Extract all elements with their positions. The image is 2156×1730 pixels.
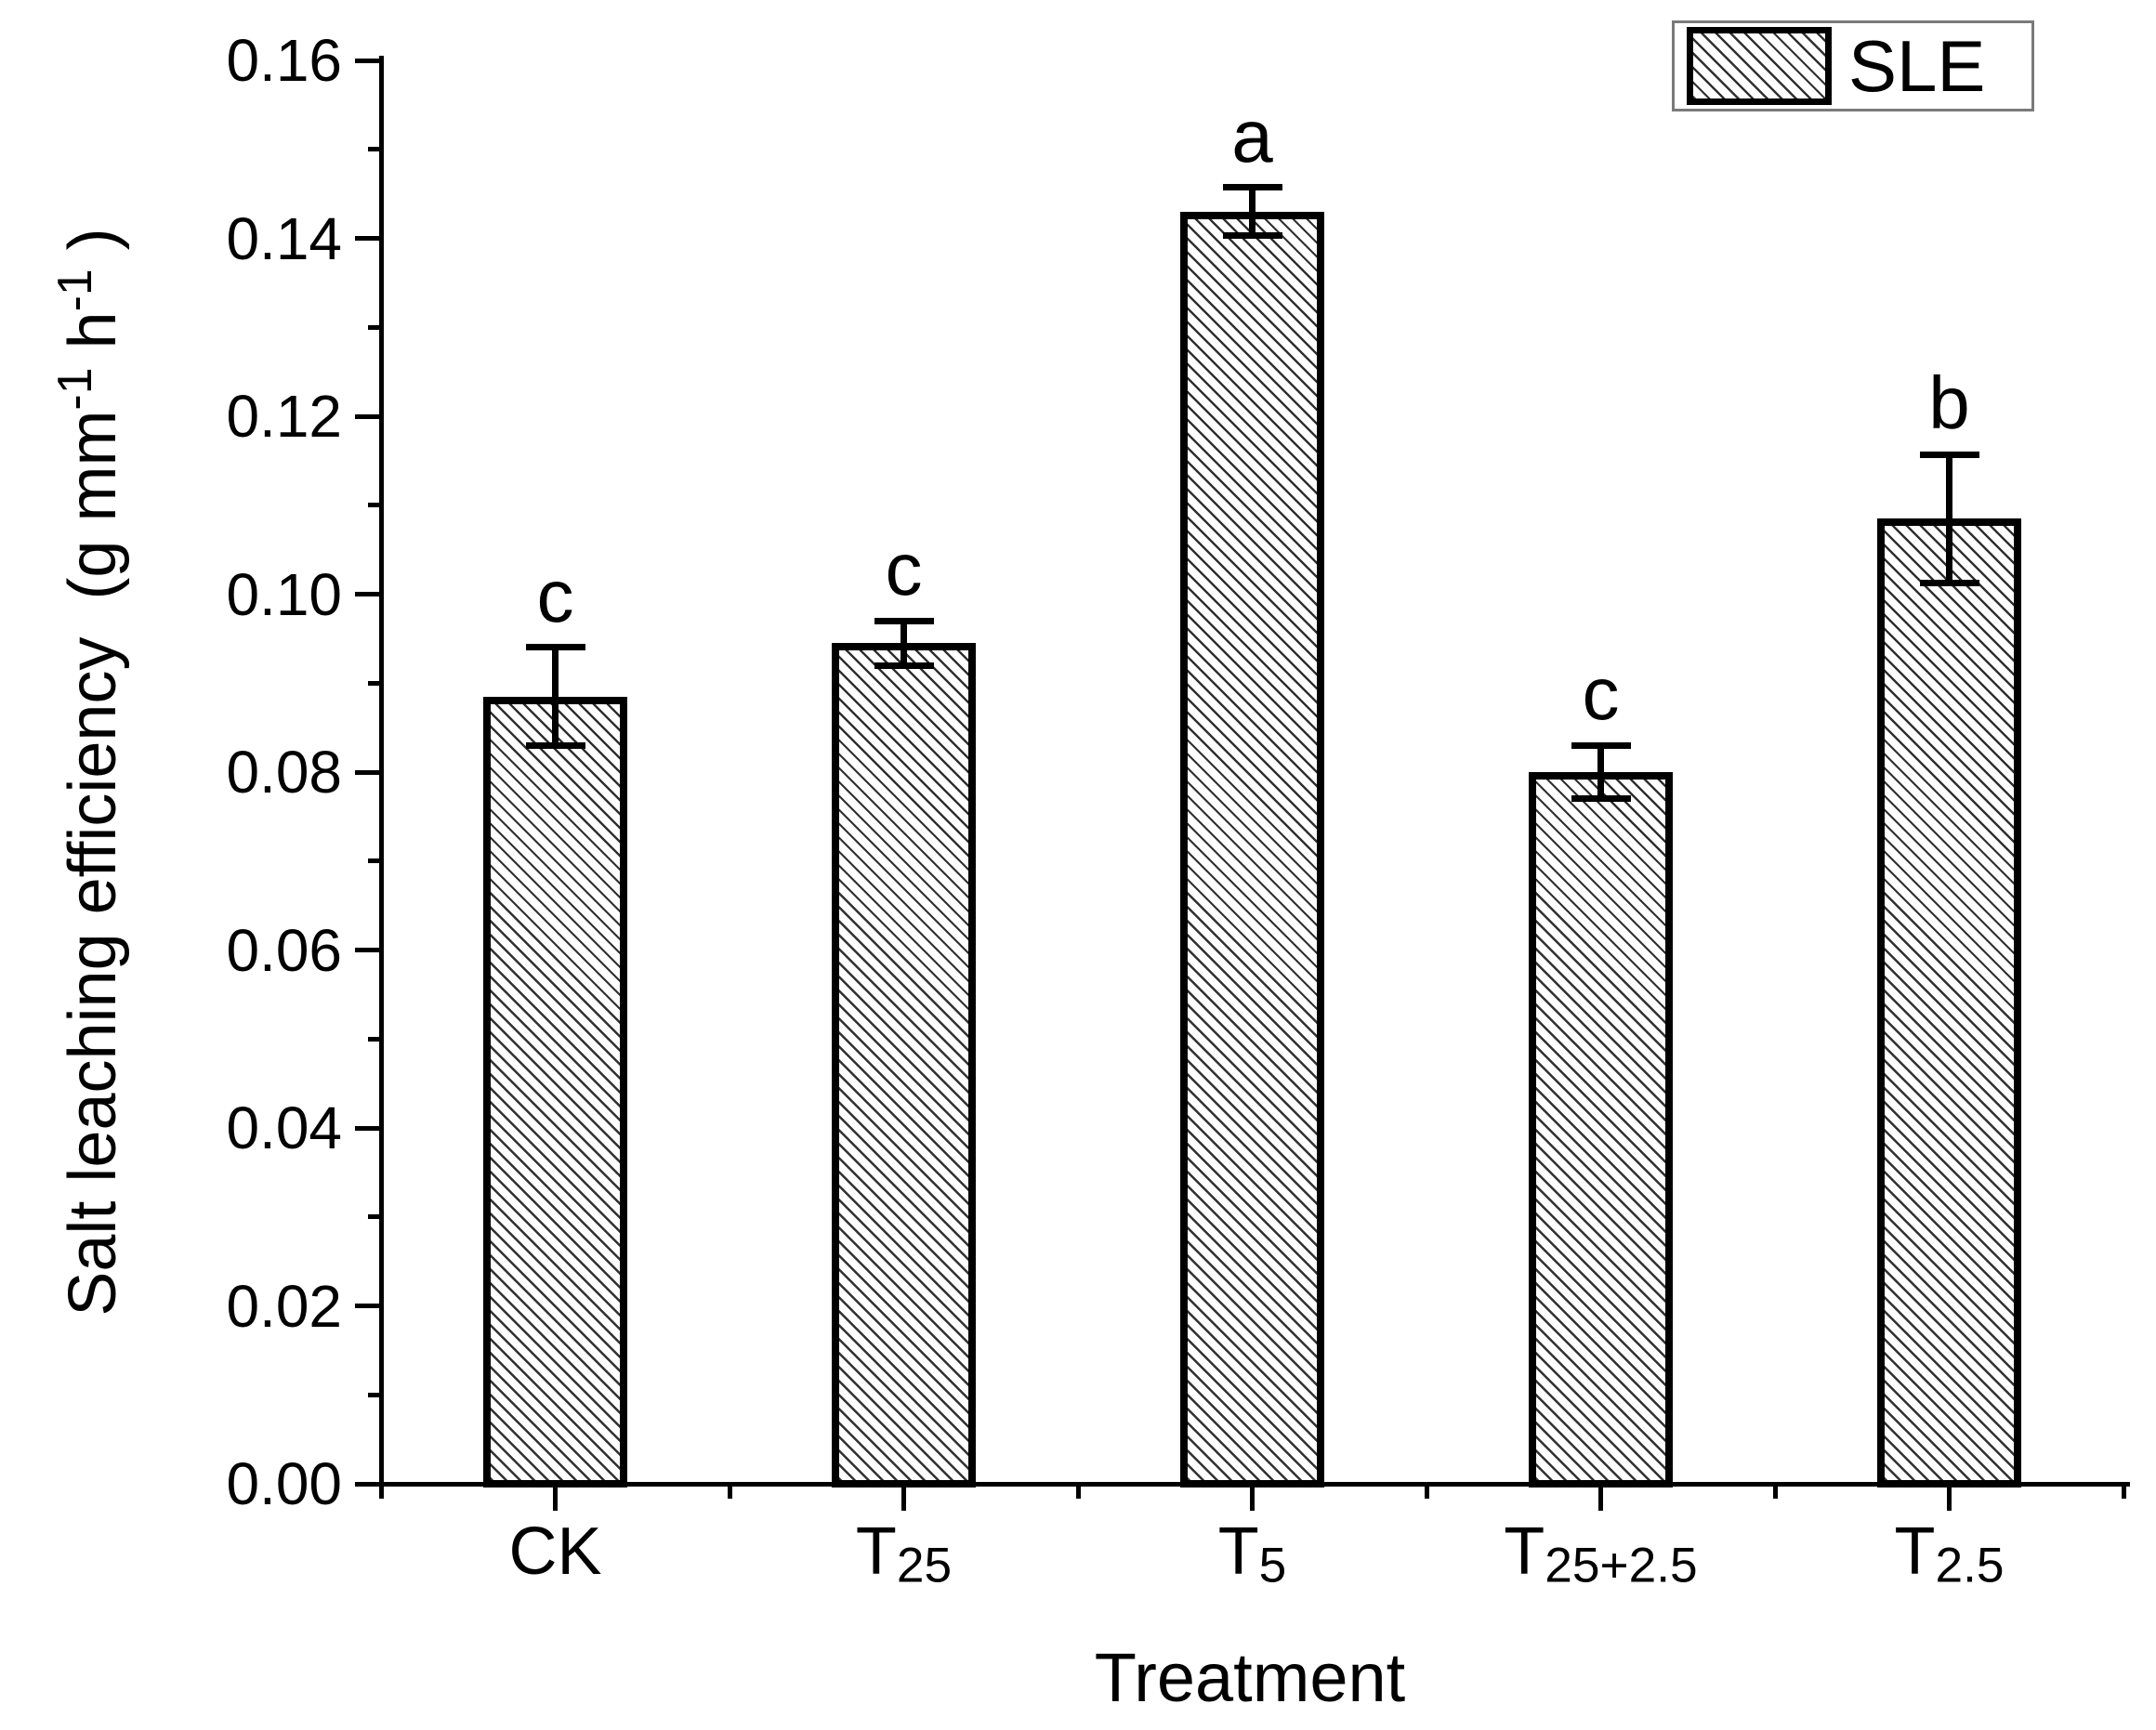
y-major-tick: [355, 1304, 381, 1308]
sig-letter-T5: a: [1231, 94, 1273, 177]
x-tick-label-CK: CK: [508, 1514, 602, 1589]
x-tick-label-T25+2.5: T25+2.5: [1504, 1514, 1698, 1593]
y-tick-label: 0.12: [226, 383, 342, 450]
error-bar-CK: [552, 647, 559, 746]
x-tick-label-T25: T25: [855, 1514, 953, 1593]
bar-CK: [483, 696, 627, 1488]
x-minor-tick: [1075, 1487, 1081, 1499]
error-bar-T25+2.5: [1597, 745, 1604, 799]
error-bar-T25: [901, 621, 907, 666]
legend-label: SLE: [1848, 25, 1986, 107]
y-tick-label: 0.00: [226, 1450, 342, 1517]
y-minor-tick: [368, 680, 381, 686]
sig-letter-T25: c: [885, 528, 923, 611]
x-major-tick: [901, 1487, 906, 1511]
y-axis-line: [379, 56, 384, 1487]
x-major-tick: [1598, 1487, 1603, 1511]
y-tick-label: 0.10: [226, 560, 342, 628]
y-minor-tick: [368, 324, 381, 330]
bar-T25+2.5: [1529, 772, 1673, 1488]
error-cap-lower-T2.5: [1919, 579, 1979, 586]
bar-T2.5: [1877, 518, 2021, 1488]
x-minor-tick: [727, 1487, 732, 1499]
y-tick-label: 0.16: [226, 27, 342, 94]
x-major-tick: [1947, 1487, 1952, 1511]
y-tick-label: 0.14: [226, 204, 342, 272]
y-tick-label: 0.06: [226, 916, 342, 984]
y-major-tick: [355, 58, 381, 63]
x-minor-tick: [2121, 1487, 2126, 1499]
y-minor-tick: [368, 1036, 381, 1042]
y-minor-tick: [368, 147, 381, 152]
y-minor-tick: [368, 1214, 381, 1220]
y-minor-tick: [368, 1392, 381, 1397]
y-minor-tick: [368, 503, 381, 508]
y-axis-title: Salt leaching efficiency (g mm-1 h-1 ): [47, 228, 130, 1317]
y-major-tick: [355, 948, 381, 952]
error-cap-upper-T25: [874, 617, 934, 624]
x-major-tick: [553, 1487, 558, 1511]
error-cap-upper-T25+2.5: [1571, 741, 1631, 749]
y-major-tick: [355, 769, 381, 775]
error-cap-lower-T25: [874, 662, 934, 669]
y-tick-label: 0.02: [226, 1272, 342, 1340]
x-minor-tick: [378, 1487, 384, 1499]
bar-T25: [832, 643, 976, 1488]
y-minor-tick: [368, 858, 381, 864]
y-major-tick: [355, 236, 381, 241]
error-cap-lower-T5: [1222, 232, 1282, 240]
error-cap-upper-T5: [1222, 184, 1282, 191]
x-tick-label-T2.5: T2.5: [1894, 1514, 2005, 1593]
y-major-tick: [355, 592, 381, 596]
legend-hatch-swatch: [1687, 27, 1832, 105]
sig-letter-CK: c: [536, 554, 574, 637]
sig-letter-T25+2.5: c: [1582, 652, 1620, 736]
sig-letter-T2.5: b: [1928, 361, 1970, 445]
error-bar-T5: [1249, 187, 1255, 236]
legend: SLE: [1672, 20, 2034, 111]
x-minor-tick: [1772, 1487, 1778, 1499]
x-tick-label-T5: T5: [1217, 1514, 1287, 1593]
error-cap-upper-T2.5: [1919, 451, 1979, 458]
x-axis-title: Treatment: [1094, 1639, 1406, 1716]
y-major-tick: [355, 1125, 381, 1131]
bar-T5: [1180, 211, 1324, 1488]
y-tick-label: 0.04: [226, 1094, 342, 1161]
y-major-tick: [355, 1481, 381, 1487]
x-major-tick: [1250, 1487, 1255, 1511]
y-tick-label: 0.08: [226, 739, 342, 806]
error-bar-T2.5: [1946, 454, 1952, 583]
error-cap-lower-CK: [525, 741, 585, 749]
x-minor-tick: [1424, 1487, 1429, 1499]
error-cap-upper-CK: [525, 644, 585, 651]
y-major-tick: [355, 413, 381, 419]
error-cap-lower-T25+2.5: [1571, 795, 1631, 803]
